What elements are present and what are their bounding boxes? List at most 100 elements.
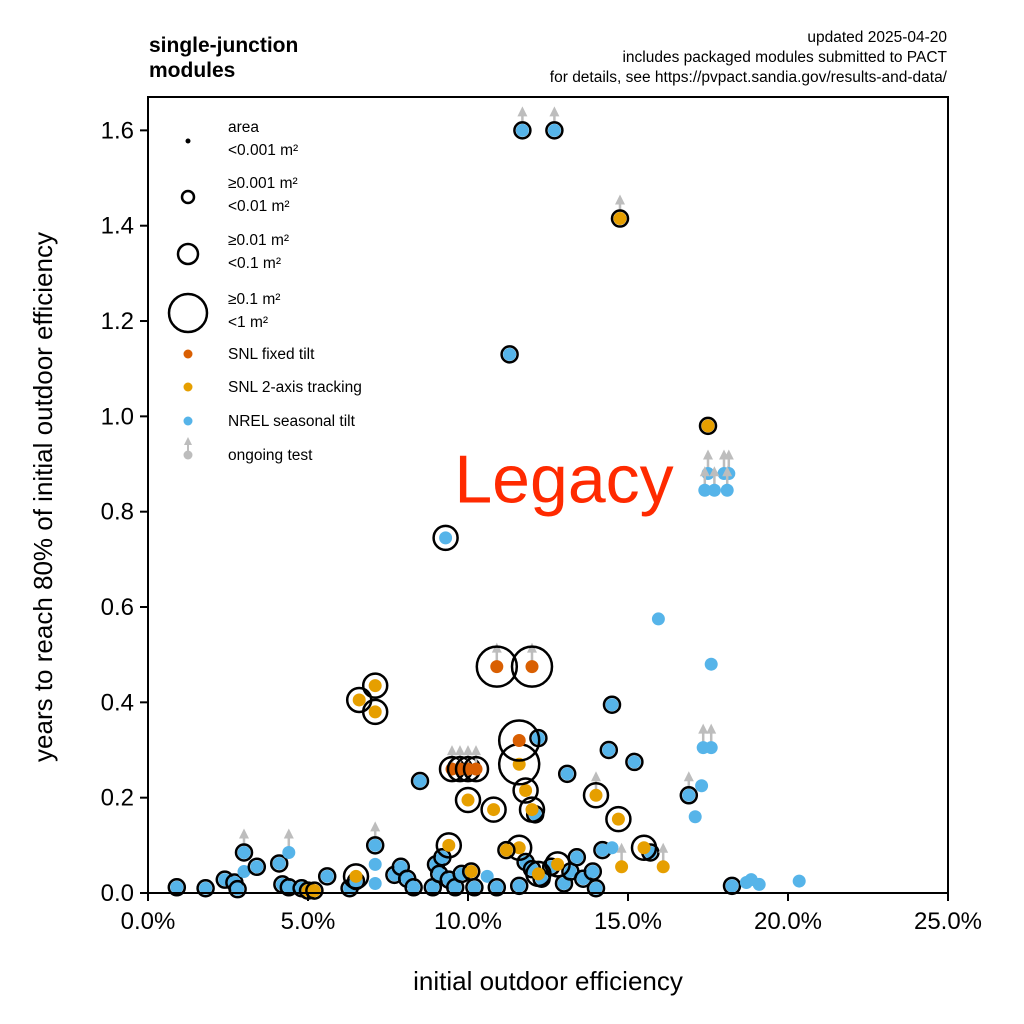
series-nrel-seasonal-tilt (167, 106, 806, 899)
size-ring (435, 832, 463, 859)
data-point (695, 779, 709, 793)
y-tick-label: 0.8 (101, 499, 134, 526)
legend-size-label: <0.001 m² (228, 142, 298, 159)
data-point (583, 862, 603, 881)
size-ring (269, 854, 289, 873)
x-tick-label: 20.0% (754, 908, 822, 935)
x-tick-label: 5.0% (281, 908, 336, 935)
ongoing-arrow-head (239, 828, 249, 839)
data-point (500, 345, 519, 364)
legend-size-label: area (228, 119, 259, 136)
point-dot (512, 879, 526, 893)
y-tick-label: 0.0 (101, 880, 134, 907)
point-dot (368, 876, 382, 890)
y-tick-label: 1.4 (101, 213, 134, 240)
point-dot (512, 733, 526, 747)
data-point (461, 862, 481, 881)
point-dot (637, 841, 651, 855)
data-point (342, 863, 370, 890)
point-dot (426, 880, 440, 894)
point-dot (368, 838, 382, 852)
data-point (605, 805, 632, 833)
size-ring (586, 878, 606, 898)
size-ring (365, 836, 385, 855)
data-point (454, 786, 482, 814)
point-dot (611, 812, 625, 826)
point-dot (525, 660, 539, 674)
point-dot (499, 843, 513, 857)
data-point (368, 876, 382, 890)
legend: area <0.001 m² ≥0.001 m² <0.01 m² ≥0.01 m² <0… (167, 119, 362, 464)
point-dot (512, 841, 526, 855)
legend-color-dot-icon (183, 416, 193, 426)
point-dot (368, 705, 382, 719)
data-point (365, 821, 385, 855)
chart-title-line-2: modules (149, 59, 235, 82)
point-dot (368, 857, 382, 871)
ongoing-arrow-head (591, 771, 601, 782)
point-dot (752, 877, 766, 891)
size-ring (487, 878, 507, 897)
data-point (512, 777, 539, 804)
data-point (567, 848, 587, 867)
point-dot (272, 856, 286, 870)
data-point (497, 743, 541, 786)
ongoing-arrow-head (463, 745, 473, 756)
ongoing-arrow-head (615, 194, 625, 205)
legend-color-dot-icon (183, 382, 193, 392)
point-dot (407, 880, 421, 894)
data-point (599, 740, 619, 760)
x-tick-label: 10.0% (434, 908, 502, 935)
point-dot (480, 869, 494, 883)
point-dot (605, 698, 619, 712)
data-point (282, 828, 296, 859)
point-dot (439, 531, 453, 545)
point-dot (531, 867, 545, 881)
ongoing-arrow-head (447, 745, 457, 756)
subtitle-updated: updated 2025-04-20 (807, 29, 947, 46)
size-ring (512, 777, 539, 804)
point-dot (464, 865, 478, 879)
point-dot (490, 660, 504, 674)
data-point (704, 657, 718, 671)
point-dot (615, 860, 629, 874)
data-point (707, 466, 721, 497)
point-dot (199, 881, 213, 895)
point-dot (701, 419, 715, 433)
size-ring (342, 863, 370, 890)
data-point (688, 810, 702, 824)
point-dot (704, 741, 718, 755)
legend-color-dot-icon (183, 349, 193, 359)
data-point (435, 832, 463, 859)
size-ring (567, 848, 587, 867)
size-ring (361, 672, 389, 699)
legend-size-item: ≥0.1 m² <1 m² (167, 291, 280, 334)
chart-title-line-1: single-junction (149, 34, 298, 57)
series-snl-2-axis-tracking (298, 194, 718, 900)
size-ring (361, 698, 389, 726)
ongoing-arrow-head (471, 745, 481, 756)
data-point (228, 879, 247, 899)
data-point (487, 878, 507, 897)
legend-size-ring-icon (176, 242, 200, 266)
data-point (480, 869, 494, 883)
data-point (361, 672, 389, 699)
data-point (610, 194, 630, 228)
size-ring (583, 862, 603, 881)
ongoing-arrow-head (683, 771, 694, 782)
point-dot (704, 657, 718, 671)
y-tick-label: 0.2 (101, 785, 134, 812)
point-dot (656, 860, 670, 874)
data-point (656, 842, 670, 874)
legend-series-label: NREL seasonal tilt (228, 413, 356, 430)
size-ring (247, 857, 267, 877)
plot-frame (147, 96, 949, 894)
size-ring (510, 645, 554, 688)
data-point (167, 878, 187, 897)
legend-series-label: SNL fixed tilt (228, 346, 315, 363)
legend-series-item: SNL fixed tilt (183, 346, 315, 363)
point-dot (547, 123, 561, 137)
point-dot (237, 845, 251, 859)
data-point (602, 695, 622, 714)
size-ring (234, 843, 254, 862)
